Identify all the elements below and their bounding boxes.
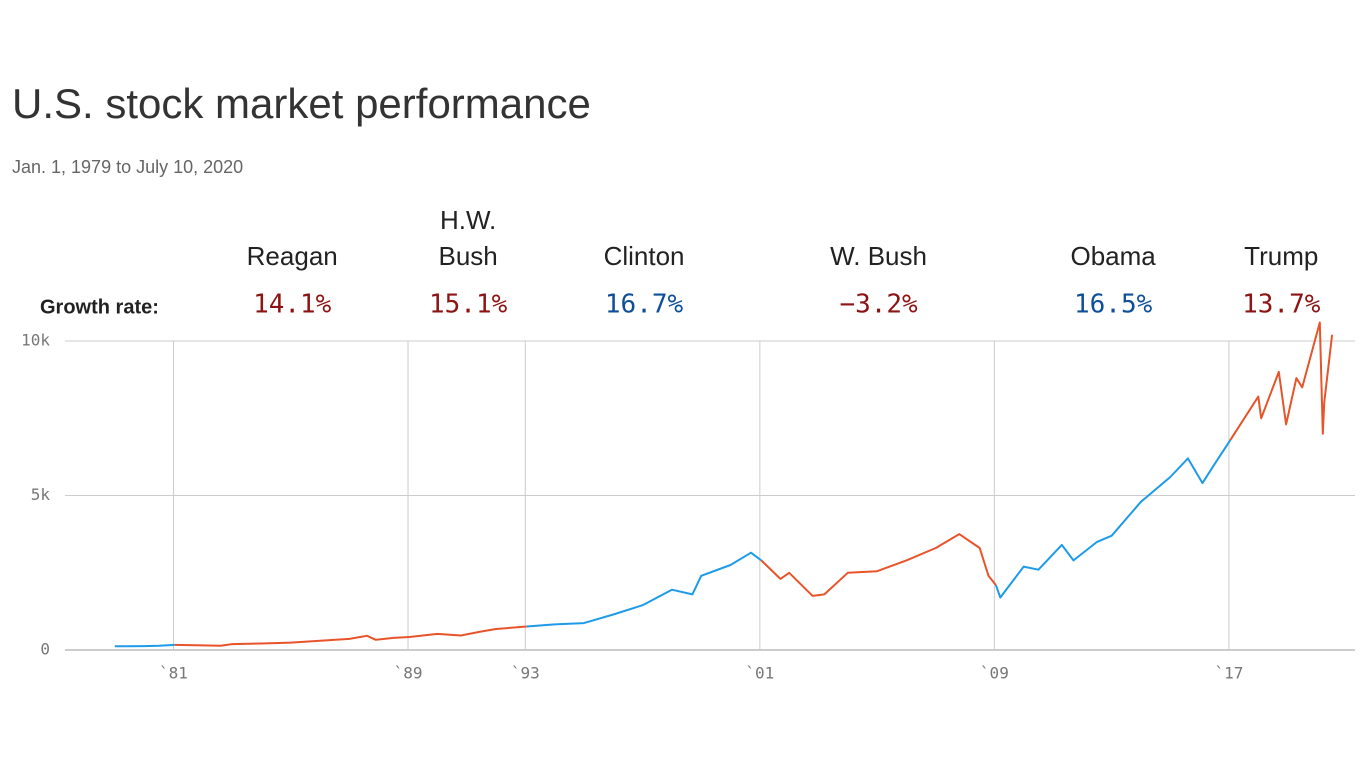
president-name: Clinton bbox=[603, 241, 685, 271]
price-line bbox=[409, 625, 527, 638]
price-line bbox=[114, 643, 175, 648]
president-name: Obama bbox=[1070, 241, 1156, 271]
price-line bbox=[760, 533, 997, 597]
x-tick-label: `81 bbox=[159, 664, 188, 683]
x-tick-label: `01 bbox=[745, 664, 774, 683]
president-name-box: Trump bbox=[1244, 241, 1319, 271]
x-tick-label: `09 bbox=[980, 664, 1009, 683]
president-name: Trump bbox=[1244, 241, 1319, 271]
y-tick-label: 0 bbox=[40, 640, 50, 659]
growth-rate: 16.5% bbox=[1074, 290, 1153, 320]
president-name: Reagan bbox=[246, 241, 338, 271]
chart-subtitle: Jan. 1, 1979 to July 10, 2020 bbox=[12, 157, 243, 177]
growth-rate: 14.1% bbox=[253, 290, 332, 320]
x-tick-label: `89 bbox=[394, 664, 423, 683]
price-line bbox=[994, 439, 1232, 599]
president-name-box: Reagan bbox=[246, 241, 338, 271]
president-name-box: Clinton bbox=[603, 241, 685, 271]
price-line bbox=[526, 551, 762, 628]
price-line bbox=[1229, 321, 1334, 441]
x-tick-label: `17 bbox=[1214, 664, 1243, 683]
president-name-box: W. Bush bbox=[830, 241, 927, 271]
price-line bbox=[174, 634, 410, 647]
president-name: H.W. Bush bbox=[438, 210, 498, 271]
y-tick-label: 10k bbox=[21, 331, 50, 350]
chart-title: U.S. stock market performance bbox=[12, 80, 591, 127]
growth-rate: 13.7% bbox=[1242, 290, 1321, 320]
president-name-box: H.W. Bush bbox=[438, 210, 498, 271]
y-tick-label: 5k bbox=[31, 485, 51, 504]
president-name: W. Bush bbox=[830, 241, 927, 271]
president-name-box: Obama bbox=[1070, 241, 1156, 271]
x-tick-label: `93 bbox=[511, 664, 540, 683]
growth-rate-label: Growth rate: bbox=[40, 296, 159, 318]
growth-rate: −3.2% bbox=[839, 290, 918, 320]
growth-rate: 16.7% bbox=[605, 290, 684, 320]
growth-rate: 15.1% bbox=[429, 290, 508, 320]
